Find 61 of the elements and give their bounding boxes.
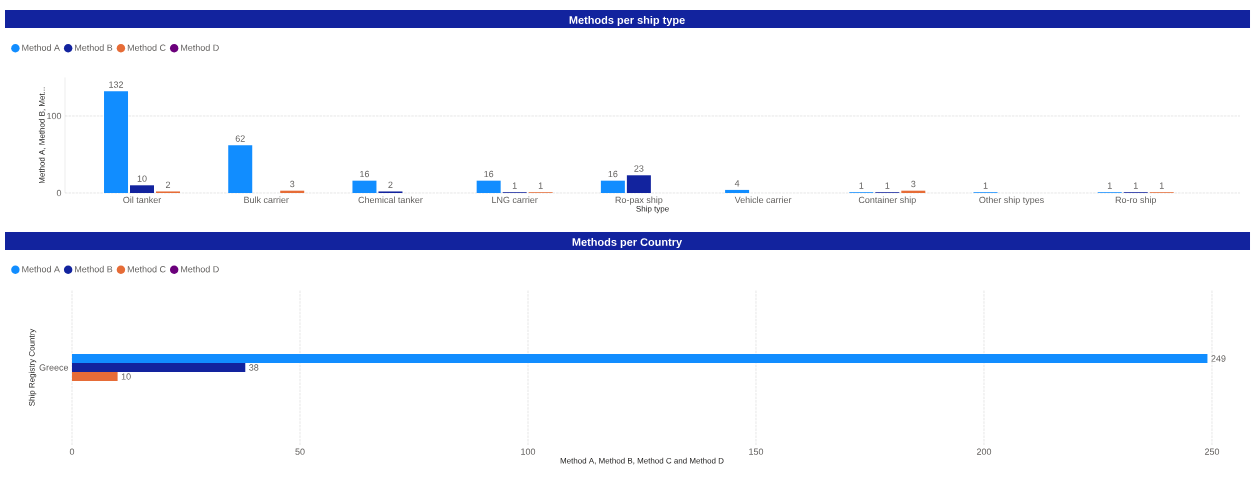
legend-label: Method B bbox=[75, 44, 113, 51]
bar bbox=[72, 363, 246, 372]
data-label: 2 bbox=[388, 181, 393, 188]
data-label: 4 bbox=[734, 180, 740, 187]
data-label: 16 bbox=[484, 170, 494, 178]
x-tick-label: Bulk carrier bbox=[244, 196, 289, 204]
data-label: 1 bbox=[512, 182, 517, 189]
chart-title: Methods per Country bbox=[572, 237, 683, 249]
chart-title: Methods per ship type bbox=[569, 15, 685, 27]
legend-label: Method A bbox=[22, 265, 60, 273]
data-label: 10 bbox=[121, 373, 131, 380]
y-tick-label: Greece bbox=[39, 364, 69, 371]
data-label: 16 bbox=[608, 170, 618, 178]
bar bbox=[352, 180, 377, 193]
data-label: 2 bbox=[165, 181, 171, 188]
bar bbox=[725, 189, 750, 193]
data-label: 23 bbox=[634, 165, 644, 172]
data-label: 1 bbox=[1159, 182, 1164, 189]
bar bbox=[228, 145, 253, 193]
data-label: 1 bbox=[859, 182, 864, 189]
bar bbox=[626, 175, 651, 193]
legend-label: Method A bbox=[22, 44, 60, 51]
data-label: 1 bbox=[983, 182, 988, 189]
data-label: 1 bbox=[538, 182, 543, 189]
x-tick-label: Chemical tanker bbox=[358, 196, 423, 204]
bar bbox=[72, 354, 1208, 363]
x-tick-label: Oil tanker bbox=[123, 196, 162, 204]
x-tick-label: 150 bbox=[749, 448, 764, 455]
bar bbox=[476, 180, 501, 193]
bar bbox=[72, 372, 118, 381]
legend-label: Method B bbox=[75, 265, 113, 273]
x-tick-label: Vehicle carrier bbox=[734, 196, 792, 204]
data-label: 3 bbox=[911, 180, 916, 188]
x-tick-label: 0 bbox=[69, 448, 75, 455]
legend-label: Method C bbox=[127, 265, 166, 273]
legend-label: Method D bbox=[181, 265, 219, 273]
data-label: 249 bbox=[1211, 355, 1226, 362]
data-label: 132 bbox=[109, 81, 124, 88]
data-label: 3 bbox=[290, 180, 295, 188]
data-label: 10 bbox=[137, 175, 147, 182]
data-label: 62 bbox=[235, 135, 245, 142]
x-tick-label: 200 bbox=[976, 448, 992, 455]
data-label: 1 bbox=[885, 182, 890, 189]
x-tick-label: 250 bbox=[1204, 448, 1220, 455]
x-tick-label: LNG carrier bbox=[492, 196, 538, 204]
legend-label: Method D bbox=[181, 44, 219, 51]
legend-label: Method C bbox=[127, 44, 166, 51]
y-tick-label: 100 bbox=[47, 112, 62, 120]
x-tick-label: 50 bbox=[295, 448, 305, 455]
x-tick-label: Ro-pax ship bbox=[615, 196, 663, 205]
bar bbox=[600, 180, 625, 193]
x-tick-label: Other ship types bbox=[979, 196, 1044, 205]
data-label: 1 bbox=[1107, 182, 1112, 189]
data-label: 16 bbox=[360, 170, 370, 178]
data-label: 38 bbox=[249, 364, 259, 371]
bar bbox=[104, 91, 129, 193]
x-tick-label: Ro-ro ship bbox=[1115, 196, 1157, 205]
data-label: 1 bbox=[1133, 182, 1138, 189]
bar bbox=[130, 185, 155, 193]
x-tick-label: Container ship bbox=[858, 196, 916, 205]
x-tick-label: 100 bbox=[521, 448, 536, 455]
